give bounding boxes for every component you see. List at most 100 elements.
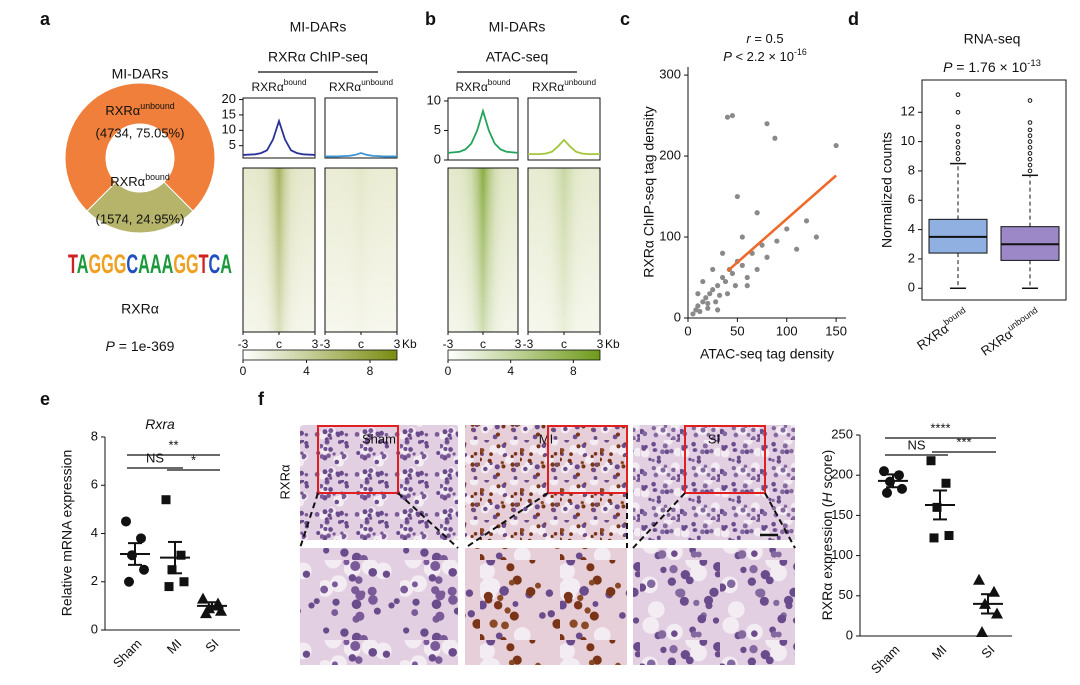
colorbar-tick-label: 0 [445, 364, 452, 378]
point [690, 311, 696, 317]
x-tick-label-part: bound [942, 305, 968, 327]
pie-slice [86, 181, 194, 234]
motif-letter: A [162, 249, 174, 279]
y-tick-label: 6 [91, 477, 98, 492]
point [167, 565, 177, 575]
significance-label: ** [168, 437, 178, 452]
outlier [955, 145, 961, 150]
slice-value-label: (1574, 24.95%) [96, 211, 185, 226]
point [164, 582, 174, 592]
series-header-part: RXRα [252, 80, 284, 94]
point [813, 234, 819, 240]
significance-label: NS [146, 450, 164, 465]
tissue-image [300, 425, 458, 540]
point [215, 604, 227, 616]
point [722, 278, 729, 285]
point [124, 576, 134, 587]
tissue-image-zoom [633, 548, 795, 665]
x-unit: Kb [605, 337, 620, 351]
motif-letter: T [199, 249, 209, 279]
motif-name: RXRα [121, 301, 159, 317]
y-tick-label: 4 [91, 525, 98, 540]
panel-label: f [258, 389, 265, 409]
chart-subtitle: P < 2.2 × 10-16 [723, 47, 807, 64]
profile-line [325, 152, 397, 158]
motif-letter: G [101, 249, 114, 279]
point [715, 283, 721, 289]
motif-p-part: = 1e-369 [115, 338, 175, 354]
zoom-box [317, 425, 399, 494]
motif-letter: A [138, 249, 150, 279]
point [754, 210, 760, 216]
x-tick-label: -3 [523, 337, 534, 351]
y-tick-label: 0 [91, 621, 98, 636]
outlier [955, 151, 961, 156]
heatmap-fade [325, 168, 397, 332]
chart-title: MI-DARs [489, 19, 546, 35]
point [944, 531, 954, 540]
point [710, 287, 716, 293]
image-row-label: RXRα [277, 464, 292, 499]
tissue-image [633, 425, 795, 540]
point [734, 193, 740, 200]
zoom-guide [632, 492, 686, 549]
tissue-image-zoom [465, 548, 627, 665]
point [744, 274, 750, 281]
motif-letter: C [209, 249, 221, 279]
series-header-part: bound [488, 78, 511, 87]
zoom-box [684, 425, 766, 494]
x-tick-label: Sham [110, 636, 145, 671]
point [719, 250, 726, 256]
x-tick-label-part: unbound [1006, 305, 1040, 333]
significance-label: *** [956, 434, 971, 449]
chart-title: MI-DARs [112, 66, 169, 82]
outlier [955, 124, 961, 130]
point [719, 274, 726, 281]
profile-line [447, 107, 519, 154]
point [121, 516, 131, 527]
chart-title: RNA-seq [964, 31, 1021, 47]
x-tick-label: RXRαbound [913, 305, 972, 353]
point [759, 242, 765, 248]
chart-title: r = 0.5 [746, 31, 783, 46]
outlier [1027, 133, 1033, 139]
motif-p: P = 1e-369 [106, 338, 175, 354]
zoom-box [547, 425, 628, 494]
profile-frame [242, 97, 316, 159]
colorbar-tick-label: 8 [367, 364, 374, 378]
point [973, 573, 985, 585]
x-tick-label: 100 [776, 323, 798, 338]
tissue-image-zoom [300, 548, 458, 665]
y-axis-label: RXRα ChIP-seq tag density [641, 106, 657, 278]
motif-letter: A [150, 249, 162, 279]
point [897, 483, 907, 494]
chart-title: Rxra [145, 416, 175, 432]
series-header-part: bound [284, 78, 307, 87]
heatmap-fade [243, 168, 315, 332]
chart-subtitle-part: < 2.2 × 10 [732, 49, 794, 64]
y-tick-label: 5 [229, 137, 236, 152]
chart-title: MI-DARs [290, 19, 347, 35]
series-header: RXRαbound [456, 78, 511, 94]
point [764, 121, 770, 127]
outlier [955, 156, 961, 162]
significance-label: * [191, 452, 196, 467]
outlier [1027, 145, 1033, 150]
colorbar-tick-label: 4 [507, 364, 514, 378]
y-tick-label: 4 [908, 221, 915, 236]
slice-label: RXRαunbound [105, 101, 174, 118]
outlier [1027, 162, 1033, 168]
profile-line [242, 118, 316, 156]
fit-line [726, 174, 837, 273]
point [764, 254, 770, 260]
point [200, 607, 212, 619]
series-header: RXRαunbound [329, 78, 393, 94]
outlier [955, 92, 961, 97]
point [707, 291, 713, 297]
x-tick-label: 50 [730, 323, 744, 338]
y-tick-label: 5 [434, 122, 441, 137]
pie-slice [64, 82, 216, 212]
point [803, 218, 810, 224]
chart-subtitle-part: P [723, 49, 732, 64]
chart-title-part: r [746, 31, 751, 46]
